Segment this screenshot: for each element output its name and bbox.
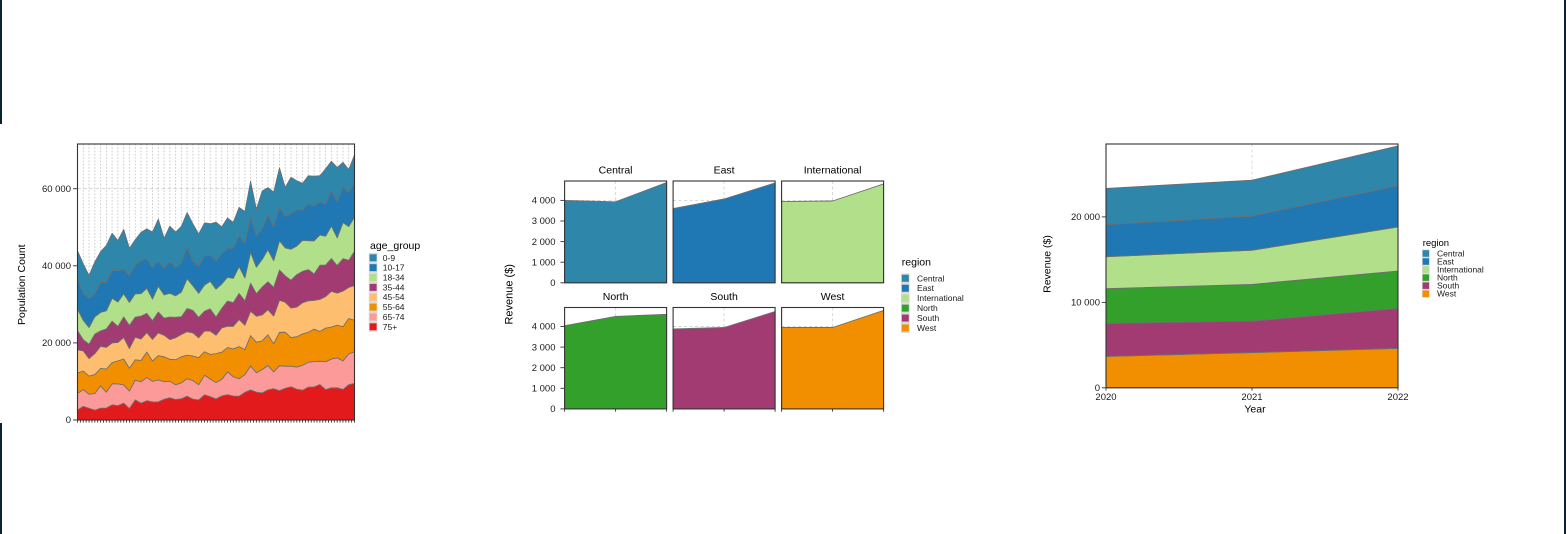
- svg-text:2022: 2022: [1387, 392, 1408, 403]
- svg-text:40 000: 40 000: [42, 261, 71, 272]
- svg-text:North: North: [1437, 272, 1458, 282]
- svg-text:20 000: 20 000: [1071, 212, 1100, 223]
- svg-text:1 000: 1 000: [532, 257, 556, 268]
- svg-text:2020: 2020: [1095, 392, 1116, 403]
- svg-text:2 000: 2 000: [532, 237, 556, 248]
- svg-text:65-74: 65-74: [383, 312, 405, 322]
- svg-text:18-34: 18-34: [383, 273, 405, 283]
- svg-text:4 000: 4 000: [532, 322, 556, 333]
- svg-text:North: North: [917, 303, 938, 313]
- svg-text:3 000: 3 000: [532, 342, 556, 353]
- svg-text:1 000: 1 000: [532, 384, 556, 395]
- svg-text:Year: Year: [1244, 404, 1266, 416]
- svg-text:East: East: [917, 283, 935, 293]
- svg-text:10-17: 10-17: [383, 263, 405, 273]
- svg-text:4 000: 4 000: [532, 196, 556, 207]
- svg-text:International: International: [1437, 264, 1484, 274]
- svg-text:East: East: [1437, 256, 1455, 266]
- svg-text:0: 0: [66, 415, 71, 424]
- svg-text:International: International: [917, 293, 964, 303]
- svg-text:0-9: 0-9: [383, 253, 396, 263]
- svg-text:North: North: [603, 291, 629, 303]
- svg-text:South: South: [1437, 280, 1459, 290]
- svg-text:Population Count: Population Count: [16, 244, 28, 325]
- svg-text:35-44: 35-44: [383, 282, 405, 292]
- svg-text:0: 0: [1095, 383, 1100, 394]
- svg-text:75+: 75+: [383, 322, 397, 332]
- svg-text:age_group: age_group: [370, 240, 420, 252]
- svg-text:South: South: [710, 291, 738, 303]
- svg-text:10 000: 10 000: [1071, 298, 1100, 309]
- svg-text:Central: Central: [917, 273, 945, 283]
- svg-text:Revenue ($): Revenue ($): [503, 264, 515, 325]
- svg-text:Revenue ($): Revenue ($): [1042, 235, 1054, 293]
- svg-text:3 000: 3 000: [532, 216, 556, 227]
- svg-text:45-54: 45-54: [383, 292, 405, 302]
- svg-text:International: International: [804, 165, 862, 177]
- svg-text:South: South: [917, 313, 939, 323]
- svg-text:West: West: [821, 291, 845, 303]
- svg-text:Central: Central: [599, 165, 633, 177]
- svg-text:20 000: 20 000: [42, 338, 71, 349]
- svg-text:0: 0: [550, 404, 555, 415]
- svg-text:2 000: 2 000: [532, 363, 556, 374]
- svg-text:East: East: [714, 165, 735, 177]
- svg-text:West: West: [917, 323, 937, 333]
- svg-text:region: region: [1423, 238, 1449, 249]
- svg-text:0: 0: [550, 278, 555, 289]
- svg-text:West: West: [1437, 289, 1457, 299]
- svg-text:60 000: 60 000: [42, 184, 71, 195]
- svg-text:55-64: 55-64: [383, 302, 405, 312]
- svg-text:2021: 2021: [1241, 392, 1262, 403]
- svg-text:Central: Central: [1437, 248, 1465, 258]
- svg-text:region: region: [902, 257, 931, 269]
